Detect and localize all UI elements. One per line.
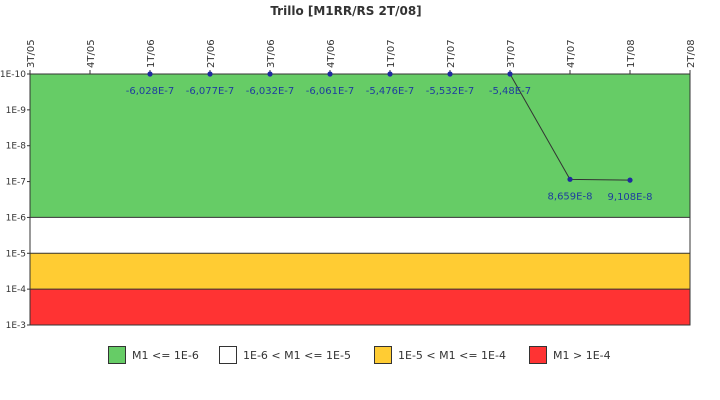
x-axis: 3T/05 4T/05 1T/06 2T/06 3T/06 4T/06 1T/07 2T/07… <box>26 39 697 74</box>
y-tick-label: 1E-7 <box>6 178 26 188</box>
threshold-bands <box>29 73 691 326</box>
legend-swatch-red <box>529 346 547 364</box>
y-tick-label: 1E-3 <box>6 321 26 331</box>
x-tick-label: 1T/08 <box>626 39 637 68</box>
data-point <box>147 71 153 77</box>
data-point <box>327 71 333 77</box>
legend-item-yellow: 1E-5 < M1 <= 1E-4 <box>374 344 506 366</box>
data-label: -5,476E-7 <box>366 86 415 97</box>
data-label: -6,061E-7 <box>306 86 355 97</box>
data-point <box>567 176 573 182</box>
x-tick-label: 3T/05 <box>26 39 37 68</box>
band-3 <box>30 289 690 325</box>
band-1 <box>30 217 690 254</box>
x-tick-label: 4T/05 <box>86 39 97 68</box>
data-point <box>447 71 453 77</box>
data-point <box>507 71 513 77</box>
legend: M1 <= 1E-6 1E-6 < M1 <= 1E-5 1E-5 < M1 <… <box>0 344 720 368</box>
data-point <box>387 71 393 77</box>
data-label: 9,108E-8 <box>608 192 653 203</box>
data-label: 8,659E-8 <box>548 191 593 202</box>
y-axis: 1E-10 1E-9 1E-8 1E-7 1E-6 1E-5 1E-4 1E-3 <box>0 70 30 331</box>
y-tick-label: 1E-10 <box>0 70 26 80</box>
legend-item-white: 1E-6 < M1 <= 1E-5 <box>219 344 351 366</box>
x-tick-label: 3T/07 <box>506 39 517 68</box>
x-tick-label: 1T/06 <box>146 39 157 68</box>
x-tick-label: 3T/06 <box>266 39 277 68</box>
x-tick-label: 1T/07 <box>386 39 397 68</box>
data-point <box>627 177 633 183</box>
y-tick-label: 1E-6 <box>6 213 27 223</box>
band-2 <box>30 253 690 290</box>
legend-swatch-white <box>219 346 237 364</box>
data-labels: -6,028E-7 -6,077E-7 -6,032E-7 -6,061E-7 -5,4… <box>126 86 653 203</box>
legend-label: 1E-5 < M1 <= 1E-4 <box>398 348 506 362</box>
data-label: -5,48E-7 <box>489 86 531 97</box>
x-tick-label: 2T/07 <box>446 39 457 68</box>
x-tick-label: 2T/06 <box>206 39 217 68</box>
x-tick-label: 4T/07 <box>566 39 577 68</box>
chart-area: Trillo [M1RR/RS 2T/08] 3T/05 4T/05 1T/06 2T… <box>0 4 697 331</box>
x-tick-label: 2T/08 <box>686 39 697 68</box>
x-tick-label: 4T/06 <box>326 39 337 68</box>
data-point <box>207 71 213 77</box>
legend-item-green: M1 <= 1E-6 <box>108 344 199 366</box>
y-tick-label: 1E-8 <box>6 142 27 152</box>
data-label: -6,077E-7 <box>186 86 235 97</box>
legend-swatch-yellow <box>374 346 392 364</box>
chart-title: Trillo [M1RR/RS 2T/08] <box>270 4 421 18</box>
data-label: -5,532E-7 <box>426 86 475 97</box>
legend-label: M1 <= 1E-6 <box>132 348 199 362</box>
y-tick-label: 1E-5 <box>6 249 26 259</box>
band-0 <box>30 74 690 218</box>
data-label: -6,028E-7 <box>126 86 175 97</box>
data-point <box>267 71 273 77</box>
legend-label: 1E-6 < M1 <= 1E-5 <box>243 348 351 362</box>
legend-item-red: M1 > 1E-4 <box>529 344 611 366</box>
y-tick-label: 1E-9 <box>6 106 27 116</box>
series-line <box>147 71 633 183</box>
data-label: -6,032E-7 <box>246 86 295 97</box>
legend-label: M1 > 1E-4 <box>553 348 611 362</box>
legend-swatch-green <box>108 346 126 364</box>
y-tick-label: 1E-4 <box>6 285 27 295</box>
